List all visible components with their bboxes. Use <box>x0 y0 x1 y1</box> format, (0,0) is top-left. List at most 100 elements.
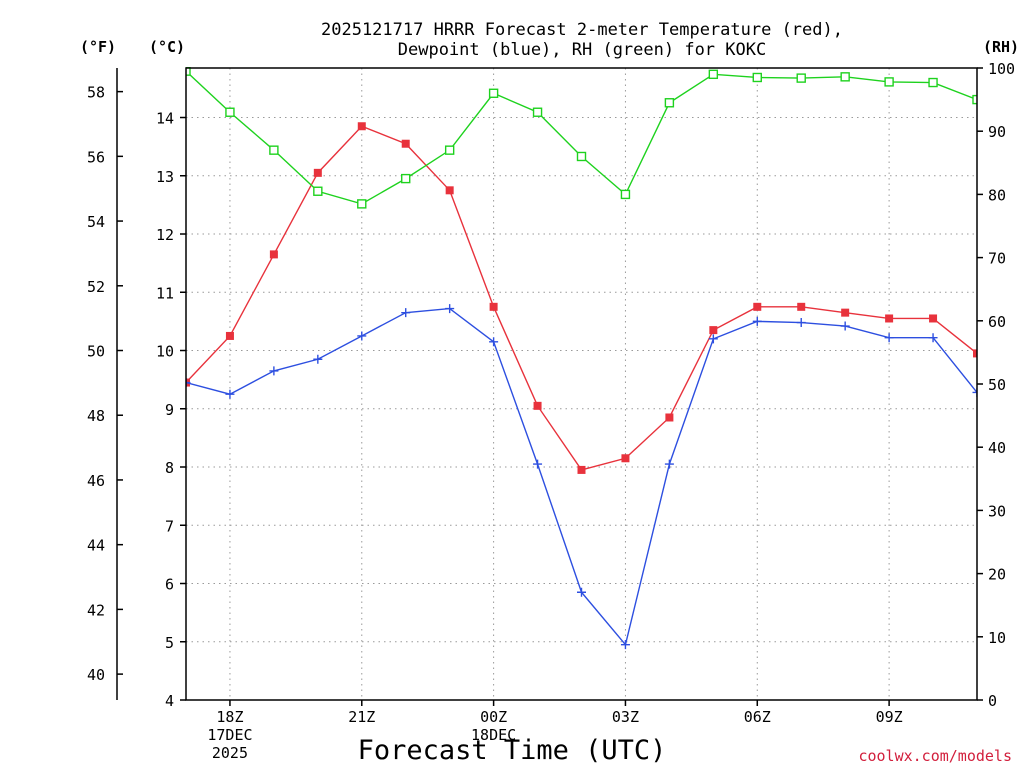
dewpoint-point <box>884 333 894 343</box>
fahrenheit-tick-label: 58 <box>87 84 105 102</box>
celsius-tick-label: 5 <box>165 634 174 652</box>
celsius-tick-label: 6 <box>165 576 174 594</box>
temperature-line <box>186 125 977 471</box>
rh-tick-label: 80 <box>988 186 1006 204</box>
temperature-point <box>797 302 806 311</box>
x-tick-label: 00Z <box>480 708 507 726</box>
temperature-point <box>357 122 366 131</box>
x-tick-label: 03Z <box>612 708 639 726</box>
fahrenheit-tick-label: 48 <box>87 407 105 425</box>
dewpoint-point <box>577 587 586 597</box>
fahrenheit-tick-label: 52 <box>87 278 105 296</box>
x-tick-label: 06Z <box>744 708 771 726</box>
rh-point <box>708 69 719 80</box>
temperature-point <box>577 465 586 474</box>
series-dewpoint <box>186 304 977 650</box>
celsius-axis: 4 5 6 7 8 9 10 11 12 13 14 <box>156 110 186 710</box>
dewpoint-point <box>313 354 323 364</box>
rh-point <box>313 186 323 196</box>
rh-point <box>357 199 367 209</box>
rh-point <box>225 107 235 117</box>
chart-title-line-2: Dewpoint (blue), RH (green) for KOKC <box>398 40 766 60</box>
rh-axis-label: (RH) <box>983 38 1019 56</box>
rh-point <box>884 77 894 87</box>
rh-point <box>664 98 675 108</box>
dewpoint-point <box>489 337 499 347</box>
celsius-tick-label: 11 <box>156 284 174 302</box>
x-tick-label: 09Z <box>876 708 903 726</box>
temperature-point <box>841 308 850 317</box>
rh-tick-label: 40 <box>988 439 1006 457</box>
fahrenheit-tick-label: 56 <box>87 148 105 166</box>
temperature-point <box>445 186 454 195</box>
x-tick-label: 2025 <box>212 744 248 762</box>
temperature-point <box>709 326 718 335</box>
rh-point <box>972 94 977 105</box>
rh-point <box>488 88 499 98</box>
fahrenheit-tick-label: 40 <box>87 666 105 684</box>
watermark: coolwx.com/models <box>858 747 1012 765</box>
dewpoint-point <box>225 389 235 399</box>
temperature-point <box>929 314 938 323</box>
dewpoint-point <box>186 378 191 388</box>
dewpoint-point <box>269 366 279 376</box>
rh-line <box>186 70 977 205</box>
rh-point <box>401 173 411 184</box>
dewpoint-point <box>752 316 762 326</box>
temperature-point <box>313 168 322 177</box>
fahrenheit-axis-label: (°F) <box>80 38 116 56</box>
rh-point <box>532 107 543 117</box>
fahrenheit-tick-label: 46 <box>87 472 105 490</box>
celsius-tick-label: 9 <box>165 401 174 419</box>
rh-tick-label: 20 <box>988 566 1006 584</box>
temperature-point <box>621 454 630 463</box>
rh-axis: 0 10 20 30 40 50 60 70 80 90 100 <box>977 60 1015 710</box>
plot-frame <box>185 67 978 701</box>
rh-tick-label: 10 <box>988 629 1006 647</box>
series-rh <box>186 67 977 209</box>
rh-point <box>576 151 587 162</box>
rh-tick-label: 50 <box>988 376 1006 394</box>
rh-tick-label: 0 <box>988 692 997 710</box>
celsius-axis-label: (°C) <box>149 38 185 56</box>
temperature-point <box>973 349 977 358</box>
dewpoint-point <box>445 304 455 314</box>
dewpoint-point <box>708 334 718 344</box>
temperature-point <box>225 331 234 340</box>
rh-point <box>928 77 938 88</box>
rh-tick-label: 90 <box>988 123 1006 141</box>
celsius-tick-label: 7 <box>165 517 174 535</box>
x-axis-title: Forecast Time (UTC) <box>358 735 667 766</box>
celsius-tick-label: 8 <box>165 459 174 477</box>
celsius-tick-label: 10 <box>156 343 174 361</box>
dewpoint-point <box>664 459 674 469</box>
rh-tick-label: 70 <box>988 250 1006 268</box>
dewpoint-point <box>620 640 630 650</box>
dewpoint-point <box>928 333 938 343</box>
rh-point <box>796 73 806 83</box>
temperature-point <box>885 314 894 323</box>
dewpoint-point <box>840 321 850 331</box>
dewpoint-point <box>533 459 543 469</box>
x-tick-label: 21Z <box>348 708 375 726</box>
celsius-tick-label: 13 <box>156 168 174 186</box>
x-tick-label: 18Z <box>216 708 243 726</box>
x-tick-label: 17DEC <box>207 726 252 744</box>
celsius-tick-label: 4 <box>165 692 174 710</box>
temperature-point <box>269 250 278 259</box>
fahrenheit-tick-label: 54 <box>87 213 105 231</box>
fahrenheit-axis: 40 42 44 46 48 50 52 54 56 58 <box>87 68 123 700</box>
x-tick-label: 18DEC <box>471 726 516 744</box>
rh-tick-label: 100 <box>988 60 1015 78</box>
temperature-point <box>665 413 674 422</box>
rh-point <box>752 72 762 83</box>
dewpoint-point <box>796 318 806 328</box>
data-series <box>186 67 977 650</box>
dewpoint-point <box>972 387 977 397</box>
temperature-point <box>489 302 498 311</box>
rh-point <box>620 189 631 200</box>
temperature-point <box>401 139 410 148</box>
fahrenheit-tick-label: 50 <box>87 343 105 361</box>
